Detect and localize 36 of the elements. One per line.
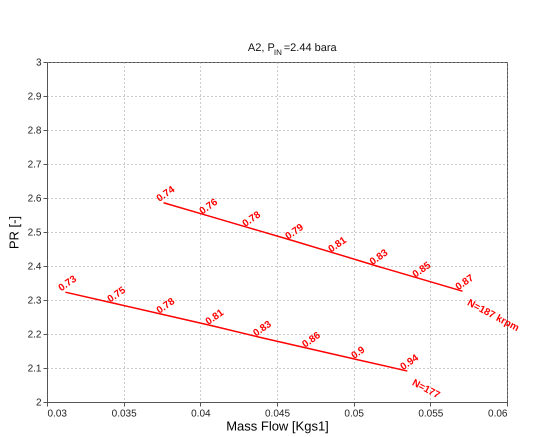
y-axis-title: PR [-] [6,216,22,250]
x-tick-label: 0.045 [264,408,290,420]
annotation: 0.94 [398,352,422,373]
y-tick-label: 2 [36,398,42,408]
y-tick-label: 2.9 [28,92,42,102]
annotation: 0.83 [251,318,274,340]
y-tick-label: 2.7 [28,160,42,170]
x-axis-title: Mass Flow [Kgs1] [226,418,329,434]
x-tick-label: 0.03 [48,408,68,420]
y-tick-label: 3 [36,58,42,68]
annotation: 0.78 [154,296,178,316]
y-tick-label: 2.2 [28,330,42,340]
annotation: 0.85 [410,260,434,280]
annotation: 0.79 [284,222,306,242]
x-tick-label: 0.04 [191,408,211,420]
annotation: 0.83 [368,247,391,268]
y-tick-label: 2.6 [28,194,42,204]
annotation: 0.75 [106,284,128,306]
annotation: 0.73 [56,273,80,294]
x-tick-label: 0.035 [112,408,138,420]
annotation: 0.81 [204,307,226,328]
y-tick-label: 2.1 [28,364,42,374]
x-tick-label: 0.055 [418,408,444,420]
annotation: 0.76 [198,196,220,218]
y-tick-label: 2.4 [28,262,42,272]
annotation: 0.74 [154,184,178,204]
x-tick-label: 0.06 [488,408,508,420]
y-tick-label: 2.3 [28,296,42,306]
x-tick-label: 0.05 [344,408,364,420]
annotation: 0.78 [240,209,264,230]
annotation: 0.86 [300,330,324,350]
y-tick-label: 2.5 [28,228,42,238]
annotation: 0.81 [326,234,350,256]
y-tick-label: 2.8 [28,126,42,136]
annotation: 0.9 [350,344,368,362]
annotation: 0.87 [454,272,476,293]
